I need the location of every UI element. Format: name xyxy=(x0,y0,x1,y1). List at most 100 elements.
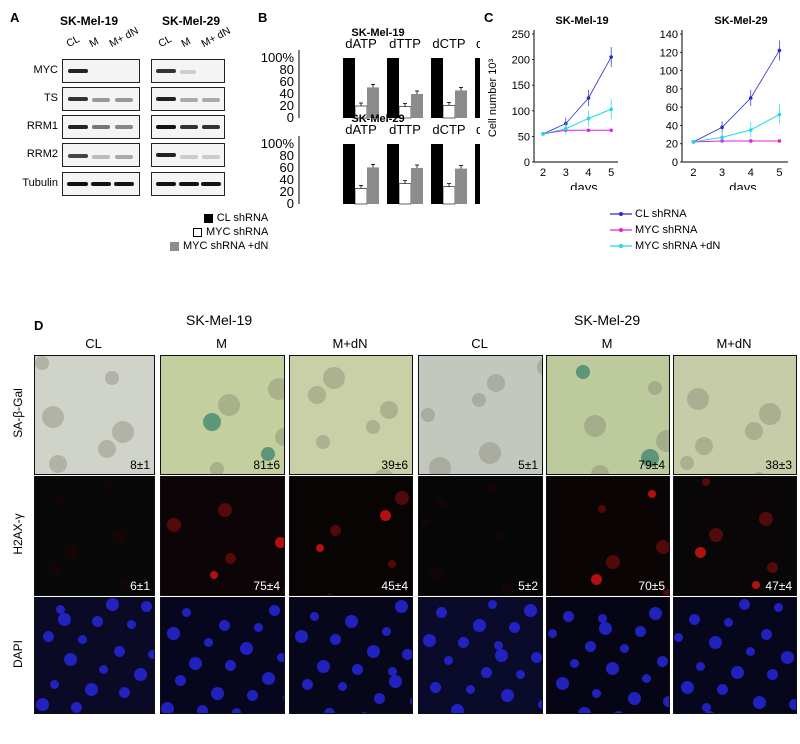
cell-count-sagal-3: 5±1 xyxy=(518,458,538,472)
cell-blob xyxy=(98,439,117,458)
cell-blob xyxy=(662,695,669,707)
cell-blob xyxy=(275,427,284,446)
bar-0-1-2 xyxy=(411,94,423,118)
cell-blob xyxy=(275,537,284,549)
line-ytick-0-0: 0 xyxy=(524,157,530,169)
bar-0-0-0 xyxy=(343,58,355,118)
cell-blob xyxy=(760,629,772,641)
panel-d-cellline-1: SK-Mel-19 xyxy=(186,312,253,328)
blot-rrm1-2 xyxy=(151,115,225,139)
cell-blob xyxy=(381,626,391,636)
cell-blob xyxy=(282,586,284,595)
cell-blob xyxy=(133,668,147,682)
condition-header-2: M+dN xyxy=(332,336,368,351)
blot-rrm2-2 xyxy=(151,143,225,167)
row-label-0: SA-β-Gal xyxy=(11,388,25,438)
cell-blob xyxy=(239,641,253,655)
cell-blob xyxy=(465,685,475,695)
cell-blob xyxy=(161,701,174,713)
line-ytick-0-3: 150 xyxy=(512,80,530,92)
cell-blob xyxy=(309,611,319,621)
bar-0-0-2 xyxy=(367,87,379,118)
cell-blob xyxy=(605,662,619,676)
cell-blob xyxy=(57,612,71,626)
blot-rrm1-1 xyxy=(62,115,140,139)
bar-category-label-1-3: dGTP xyxy=(476,122,480,137)
cell-blob xyxy=(759,512,774,527)
cell-blob xyxy=(428,566,443,581)
bar-ytick-1-1: 20 xyxy=(280,184,294,199)
c-legend-swatch-mycdn xyxy=(610,244,632,248)
micrograph-sagal-1: 81±6 xyxy=(160,355,285,475)
cell-blob xyxy=(365,419,380,434)
cell-blob xyxy=(681,680,695,694)
cell-blob xyxy=(84,683,98,697)
cell-blob xyxy=(211,686,225,700)
cell-blob xyxy=(126,619,136,629)
legend-swatch-myc xyxy=(192,227,202,237)
bar-1-2-1 xyxy=(442,186,456,205)
bar-0-3-0 xyxy=(475,58,480,118)
cell-blob xyxy=(260,446,275,461)
cell-blob xyxy=(224,660,236,672)
blot-rrm2-1 xyxy=(62,143,140,167)
cell-count-sagal-2: 39±6 xyxy=(381,458,408,472)
cell-blob xyxy=(402,648,412,660)
cell-blob xyxy=(366,645,380,659)
legend-label-mycdn: MYC shRNA +dN xyxy=(183,240,269,252)
cell-blob xyxy=(337,681,347,691)
cell-blob xyxy=(709,635,723,649)
cell-blob xyxy=(494,640,504,650)
cell-blob xyxy=(119,579,131,591)
bar-category-label-0-1: dTTP xyxy=(389,36,421,51)
cell-blob xyxy=(759,403,782,426)
line-xtick-0-0: 2 xyxy=(540,167,546,179)
line-ylabel-0: Cell number 10³ xyxy=(487,59,499,138)
cell-blob xyxy=(788,699,796,711)
line-series-0-1 xyxy=(543,129,612,135)
line-series-0-2 xyxy=(542,108,612,135)
line-series-0-0 xyxy=(542,56,612,135)
cell-blob xyxy=(218,619,230,631)
bar-category-label-1-1: dTTP xyxy=(389,122,421,137)
cell-blob xyxy=(605,554,620,569)
legend-swatch-mycdn xyxy=(170,241,179,251)
cell-blob xyxy=(43,631,55,643)
cell-blob xyxy=(562,610,574,622)
cell-blob xyxy=(254,623,264,633)
condition-header-5: M+dN xyxy=(716,336,752,351)
cell-blob xyxy=(752,580,761,589)
line-ytick-1-5: 100 xyxy=(660,66,678,78)
c-legend-item-mycdn: MYC shRNA +dN xyxy=(610,238,720,254)
cell-blob xyxy=(56,495,65,504)
cell-count-h2ax-5: 47±4 xyxy=(765,579,792,593)
cell-blob xyxy=(42,405,65,428)
bar-1-1-0 xyxy=(387,144,399,204)
lane-mdn-1: M+ dN xyxy=(107,24,141,50)
cell-blob xyxy=(753,695,767,709)
cell-blob xyxy=(687,387,710,410)
cell-blob xyxy=(210,571,219,580)
panel-d-letter: D xyxy=(34,318,44,333)
bar-category-label-1-2: dCTP xyxy=(432,122,465,137)
cell-blob xyxy=(774,602,784,612)
micrograph-sagal-3: 5±1 xyxy=(418,355,543,475)
cell-blob xyxy=(656,655,668,667)
cell-blob xyxy=(174,675,186,687)
micrograph-h2ax-0: 6±1 xyxy=(34,476,155,596)
cell-blob xyxy=(501,688,515,702)
line-xtick-1-0: 2 xyxy=(690,167,696,179)
cell-blob xyxy=(781,650,795,664)
cell-blob xyxy=(627,692,641,706)
legend-label-cl: CL shRNA xyxy=(216,212,269,224)
cell-blob xyxy=(217,502,232,517)
cell-blob xyxy=(486,482,498,494)
cell-blob xyxy=(695,662,705,672)
cell-blob xyxy=(473,618,487,632)
cell-blob xyxy=(694,437,713,456)
line-series-1-1 xyxy=(693,140,780,143)
cell-blob xyxy=(642,673,652,683)
micrograph-h2ax-5: 47±4 xyxy=(673,476,797,596)
cell-blob xyxy=(680,456,695,471)
